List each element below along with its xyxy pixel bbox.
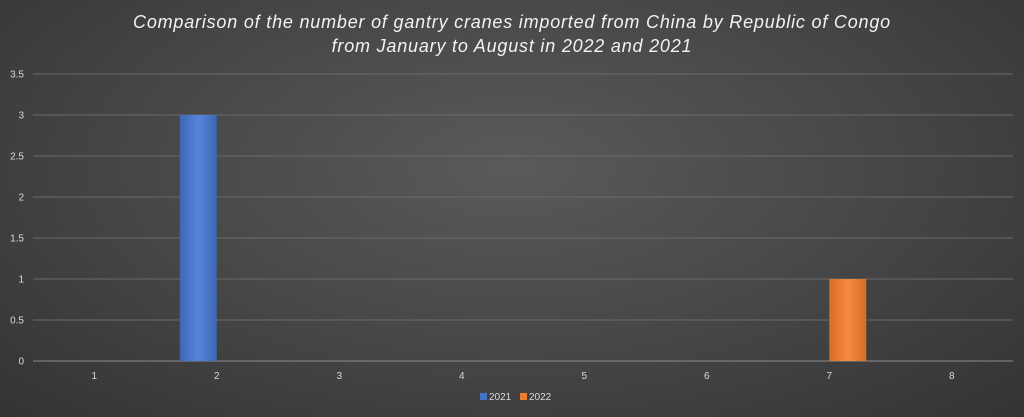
x-tick-label: 4 (459, 371, 465, 382)
legend-label-2022: 2022 (529, 392, 552, 403)
legend: 2021 2022 (480, 392, 552, 403)
y-tick-label: 2 (18, 193, 24, 204)
x-axis-ticks: 1 2 3 4 5 6 7 8 (91, 371, 955, 382)
x-tick-label: 7 (826, 371, 832, 382)
y-tick-label: 1.5 (10, 234, 24, 245)
bar-2021-2 (179, 115, 217, 361)
y-tick-label: 0 (18, 357, 24, 368)
x-tick-label: 1 (91, 371, 97, 382)
chart-title-line-1: Comparison of the number of gantry crane… (133, 12, 891, 32)
x-tick-label: 3 (336, 371, 342, 382)
x-tick-label: 2 (214, 371, 220, 382)
y-tick-label: 1 (18, 275, 24, 286)
bars (179, 115, 867, 361)
bar-2022-7 (829, 279, 867, 361)
legend-swatch-2022 (520, 393, 527, 400)
legend-label-2021: 2021 (489, 392, 512, 403)
y-tick-label: 0.5 (10, 316, 24, 327)
x-tick-label: 5 (581, 371, 587, 382)
chart-title: Comparison of the number of gantry crane… (0, 10, 1024, 58)
chart-title-line-2: from January to August in 2022 and 2021 (331, 36, 693, 56)
x-tick-label: 8 (949, 371, 955, 382)
y-tick-label: 3 (18, 111, 24, 122)
y-tick-label: 3.5 (10, 70, 24, 81)
legend-swatch-2021 (480, 393, 487, 400)
y-tick-label: 2.5 (10, 152, 24, 163)
x-tick-label: 6 (704, 371, 710, 382)
y-axis-ticks: 0 0.5 1 1.5 2 2.5 3 3.5 (10, 70, 24, 368)
